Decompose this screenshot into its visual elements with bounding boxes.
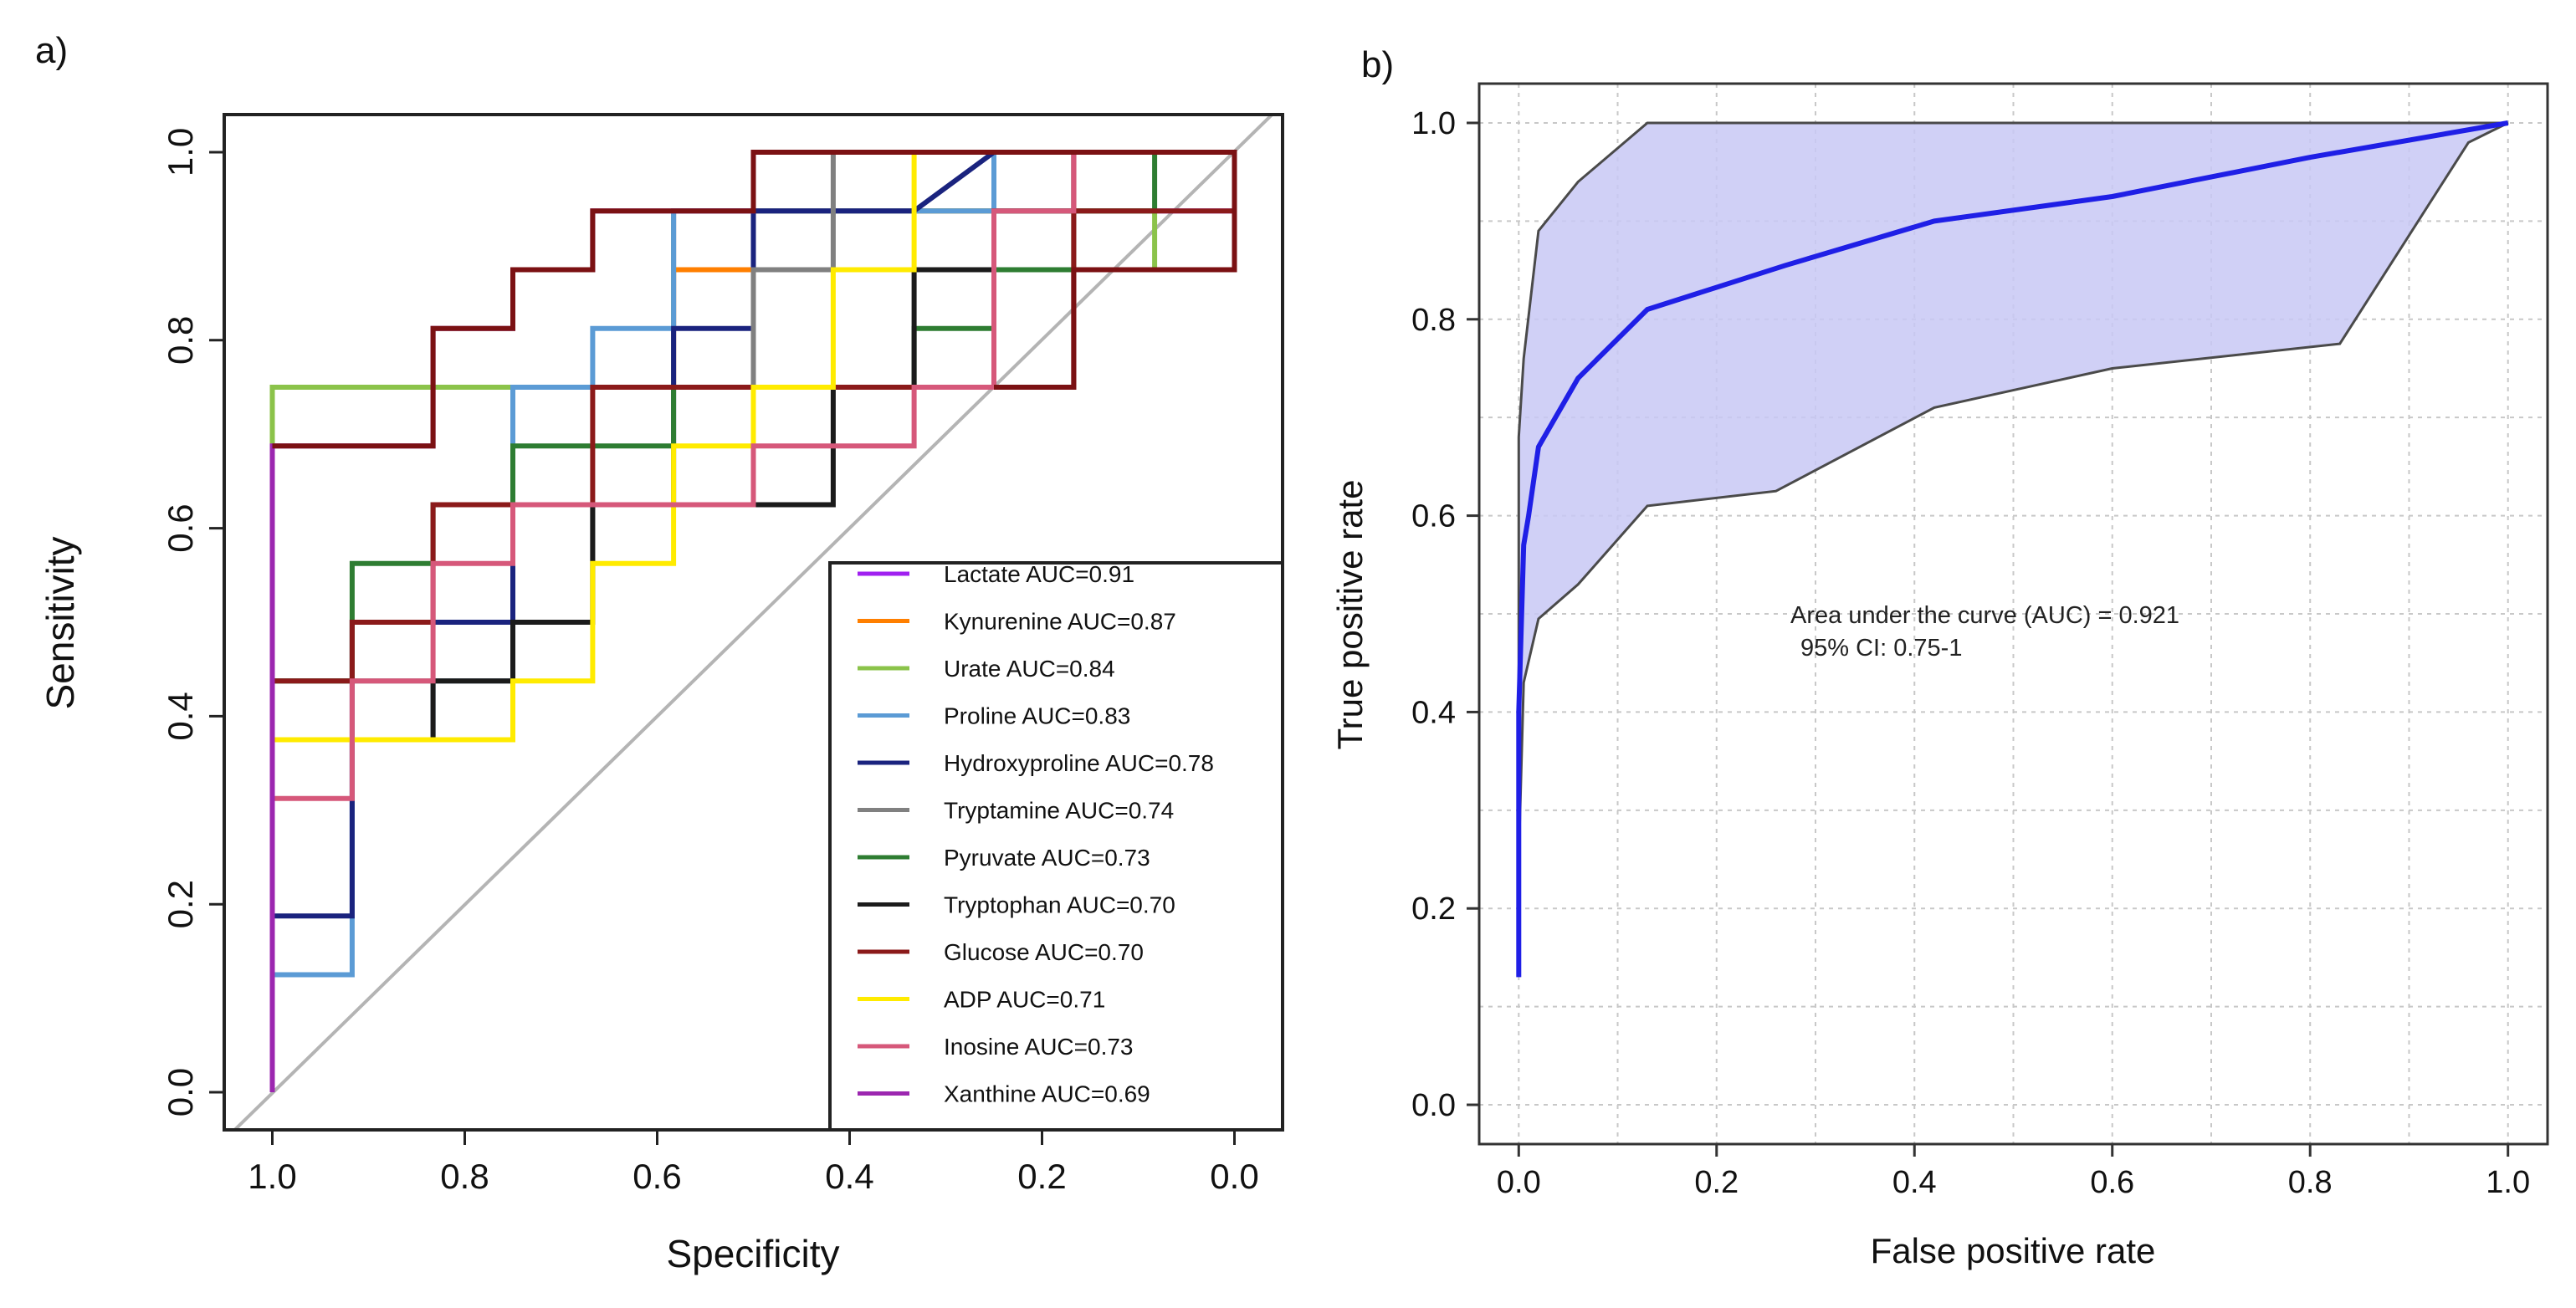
- panel-a-label: a): [35, 30, 68, 71]
- y-tick-label: 0.0: [1411, 1088, 1456, 1123]
- legend-entry: Pyruvate AUC=0.73: [944, 845, 1150, 871]
- legend-entry: Lactate AUC=0.91: [944, 561, 1134, 587]
- y-tick-label: 0.6: [1411, 499, 1456, 534]
- ci-annotation: 95% CI: 0.75-1: [1800, 635, 1962, 662]
- legend-entry: ADP AUC=0.71: [944, 987, 1105, 1013]
- x-tick-label: 0.6: [632, 1157, 681, 1196]
- legend-entry: Inosine AUC=0.73: [944, 1034, 1134, 1060]
- roc-series-line: [269, 150, 1235, 1092]
- auc-annotation: Area under the curve (AUC) = 0.921: [1790, 602, 2179, 629]
- panel-b-x-axis-label: False positive rate: [1871, 1231, 2156, 1270]
- roc-series-line: [272, 150, 1237, 449]
- legend-entry: Urate AUC=0.84: [944, 656, 1115, 682]
- panel-b-label: b): [1361, 44, 1394, 85]
- legend-entry: Glucose AUC=0.70: [944, 939, 1144, 965]
- x-tick-label: 0.8: [2288, 1165, 2333, 1200]
- panel-b: b) 0.0 0.2 0.4 0.6 0.8 1.00.00.20.40.60.81.0 …: [1330, 44, 2549, 1270]
- y-tick-label: 0.4: [1411, 695, 1456, 730]
- panel-a-legend: Lactate AUC=0.91 Kynurenine AUC=0.87 Urate…: [828, 561, 1284, 1132]
- reference-diagonal: [233, 113, 1273, 1132]
- roc-series-line: [269, 150, 1235, 1092]
- x-tick-label: 0.4: [1892, 1165, 1937, 1200]
- legend-entry: Hydroxyproline AUC=0.78: [944, 750, 1214, 776]
- y-tick-label: 0.8: [161, 316, 200, 365]
- legend-box: [828, 561, 1284, 1132]
- y-tick-label: 0.2: [161, 880, 200, 928]
- confidence-band: [1517, 121, 2509, 860]
- x-tick-label: 0.0: [1497, 1165, 1541, 1200]
- panel-b-plot-frame: [1477, 82, 2549, 1146]
- y-tick-label: 0.0: [161, 1068, 200, 1116]
- x-tick-label: 0.2: [1694, 1165, 1739, 1200]
- x-tick-label: 0.4: [825, 1157, 873, 1196]
- y-tick-label: 0.2: [1411, 892, 1456, 927]
- y-tick-label: 0.8: [1411, 303, 1456, 338]
- legend-entry: Proline AUC=0.83: [944, 703, 1130, 729]
- y-tick-label: 1.0: [161, 128, 200, 176]
- roc-curve: [1516, 120, 2509, 978]
- x-tick-label: 0.2: [1017, 1157, 1066, 1196]
- y-tick-label: 0.6: [161, 503, 200, 552]
- x-tick-label: 1.0: [2486, 1165, 2530, 1200]
- x-tick-label: 0.6: [2090, 1165, 2134, 1200]
- x-tick-label: 0.8: [440, 1157, 489, 1196]
- x-tick-label: 1.0: [248, 1157, 296, 1196]
- y-tick-label: 0.4: [161, 692, 200, 740]
- panel-a: a) 1.0 0.8 0.6 0.4 0.2 0.00.00.20.40.60.81.0 …: [35, 30, 1284, 1275]
- x-tick-label: 0.0: [1210, 1157, 1258, 1196]
- legend-entry: Tryptophan AUC=0.70: [944, 892, 1175, 918]
- legend-entry: Xanthine AUC=0.69: [944, 1081, 1150, 1107]
- panel-b-y-axis-label: True positive rate: [1330, 480, 1370, 750]
- legend-entry: Kynurenine AUC=0.87: [944, 609, 1176, 635]
- y-tick-label: 1.0: [1411, 106, 1456, 141]
- legend-entry: Tryptamine AUC=0.74: [944, 798, 1174, 824]
- panel-a-y-axis-label: Sensitivity: [38, 536, 82, 709]
- panel-a-x-axis-label: Specificity: [666, 1232, 839, 1275]
